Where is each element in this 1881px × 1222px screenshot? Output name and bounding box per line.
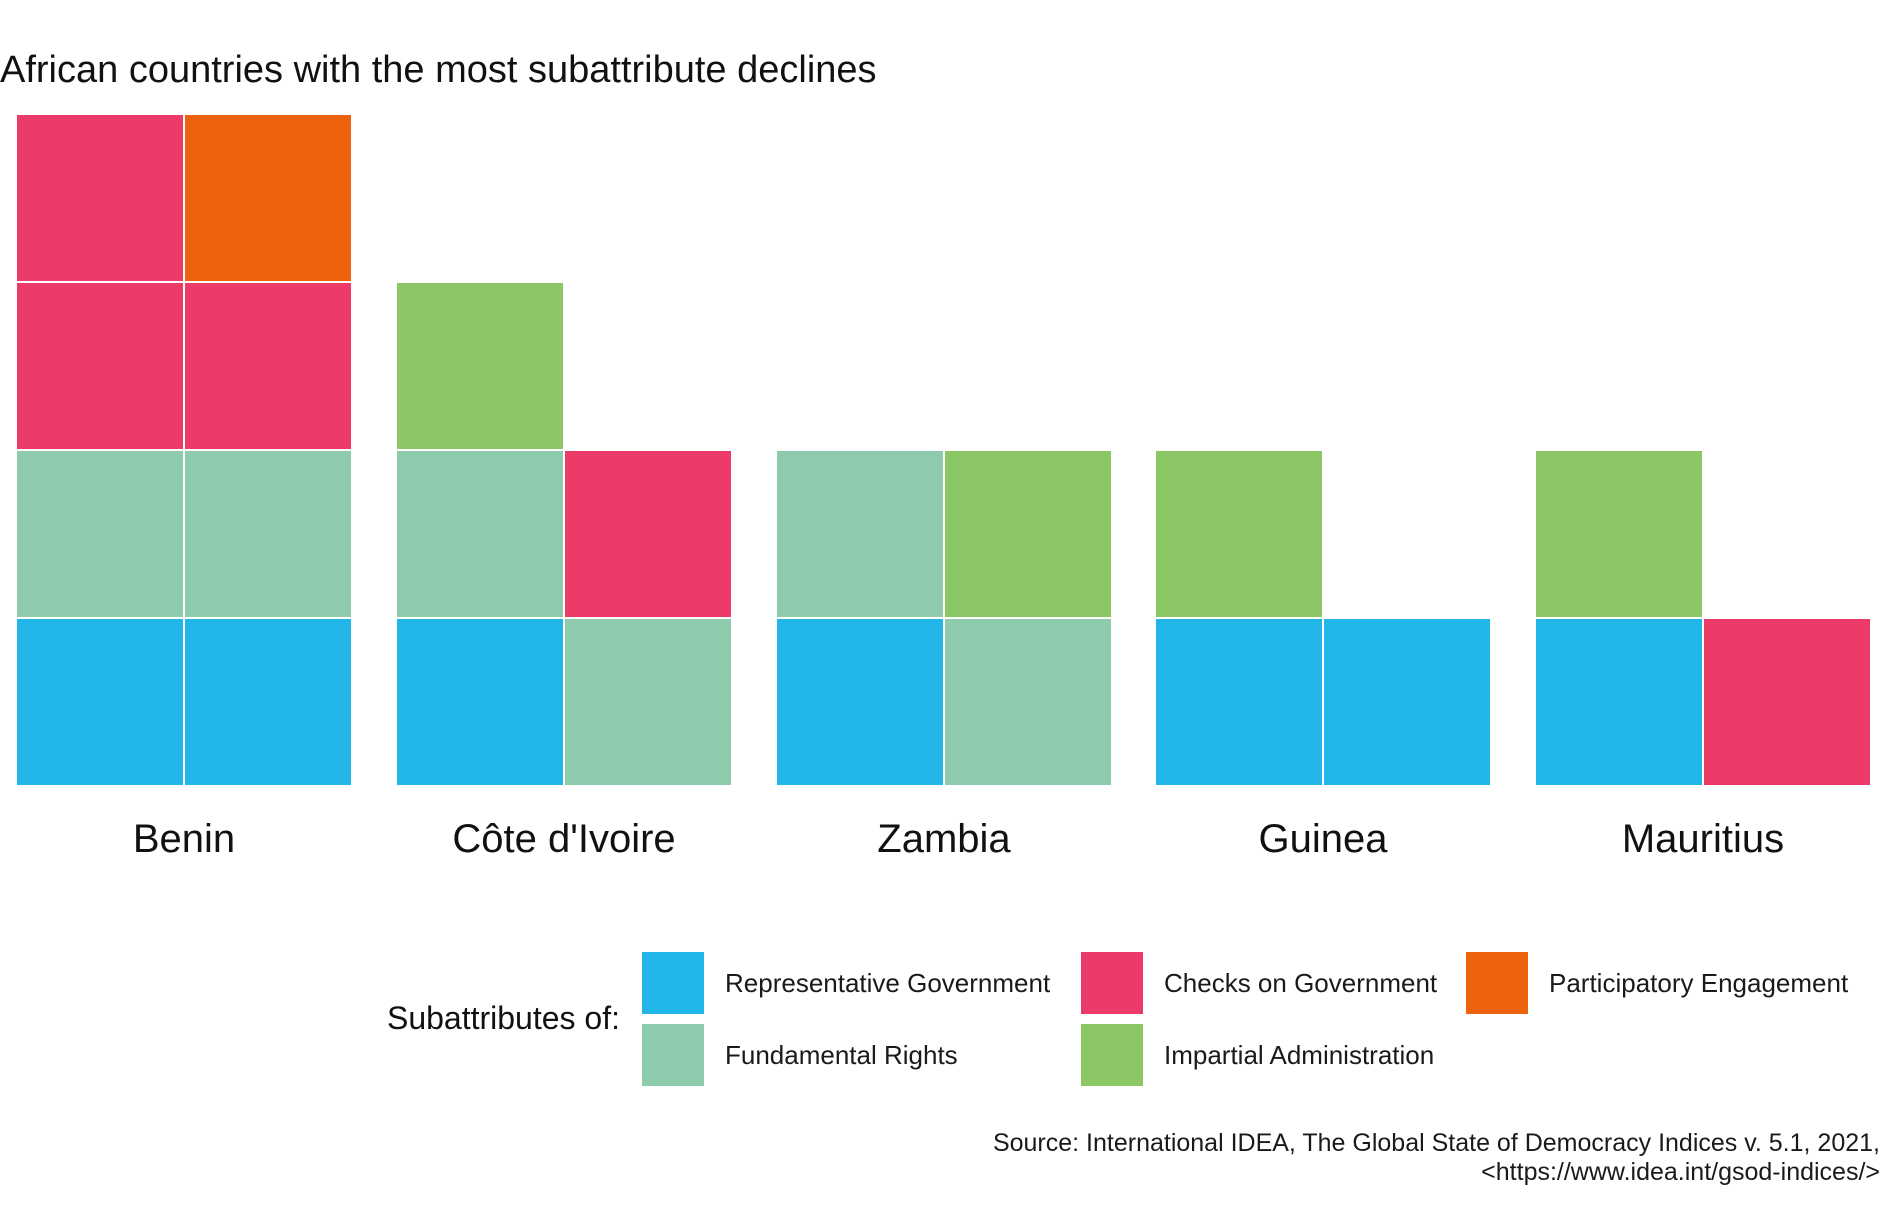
- waffle-mauritius: [1536, 451, 1870, 785]
- legend-swatch: [1081, 952, 1143, 1014]
- waffle-cell-fund: [777, 451, 943, 617]
- legend-swatch: [642, 1024, 704, 1086]
- waffle-cell-rep: [1536, 619, 1702, 785]
- waffle-cell-checks: [17, 283, 183, 449]
- caption-line-1: Source: International IDEA, The Global S…: [993, 1129, 1880, 1157]
- waffle-cell-rep: [17, 619, 183, 785]
- country-label: Zambia: [877, 817, 1011, 861]
- legend-item-impart: Impartial Administration: [1081, 1024, 1434, 1086]
- waffle-cell-checks: [185, 283, 351, 449]
- waffle-cell-rep: [777, 619, 943, 785]
- waffle-cell-fund: [397, 451, 563, 617]
- country-label: Côte d'Ivoire: [452, 817, 675, 861]
- chart-title: African countries with the most subattri…: [0, 49, 877, 91]
- waffle-cell-checks: [17, 115, 183, 281]
- legend-label: Impartial Administration: [1164, 1040, 1434, 1070]
- legend-label: Fundamental Rights: [725, 1040, 958, 1070]
- legend-label: Participatory Engagement: [1549, 968, 1849, 998]
- waffle-cell-rep: [1156, 619, 1322, 785]
- legend-swatch: [1081, 1024, 1143, 1086]
- waffle-cell-fund: [945, 619, 1111, 785]
- legend-label: Checks on Government: [1164, 968, 1438, 998]
- waffle-cell-impart: [1536, 451, 1702, 617]
- country-label: Benin: [133, 817, 235, 861]
- waffle-cell-impart: [397, 283, 563, 449]
- legend-item-rep: Representative Government: [642, 952, 1051, 1014]
- country-label: Guinea: [1259, 817, 1389, 861]
- waffle-cell-rep: [397, 619, 563, 785]
- waffle-cell-fund: [17, 451, 183, 617]
- waffle-cell-rep: [1324, 619, 1490, 785]
- waffle-cell-rep: [185, 619, 351, 785]
- country-label: Mauritius: [1622, 817, 1784, 861]
- legend-swatch: [642, 952, 704, 1014]
- legend-item-fund: Fundamental Rights: [642, 1024, 958, 1086]
- waffle-cell-impart: [1156, 451, 1322, 617]
- waffle-cell-fund: [565, 619, 731, 785]
- caption-line-2: <https://www.idea.int/gsod-indices/>: [1481, 1158, 1880, 1186]
- legend-title: Subattributes of:: [387, 1000, 620, 1036]
- waffle-cell-partic: [185, 115, 351, 281]
- waffle-cell-checks: [565, 451, 731, 617]
- waffle-cell-fund: [185, 451, 351, 617]
- waffle-benin: [17, 115, 351, 785]
- country-labels: Benin Côte d'Ivoire Zambia Guinea Mauritius: [133, 817, 1784, 861]
- waffle-c-te-d-ivoire: [397, 283, 731, 785]
- waffle-cell-impart: [945, 451, 1111, 617]
- waffle-groups: [17, 115, 1870, 785]
- legend-item-checks: Checks on Government: [1081, 952, 1438, 1014]
- waffle-zambia: [777, 451, 1111, 785]
- waffle-guinea: [1156, 451, 1490, 785]
- legend-swatch: [1466, 952, 1528, 1014]
- legend: Representative Government Checks on Gover…: [642, 952, 1849, 1086]
- legend-label: Representative Government: [725, 968, 1051, 998]
- waffle-cell-checks: [1704, 619, 1870, 785]
- legend-item-partic: Participatory Engagement: [1466, 952, 1849, 1014]
